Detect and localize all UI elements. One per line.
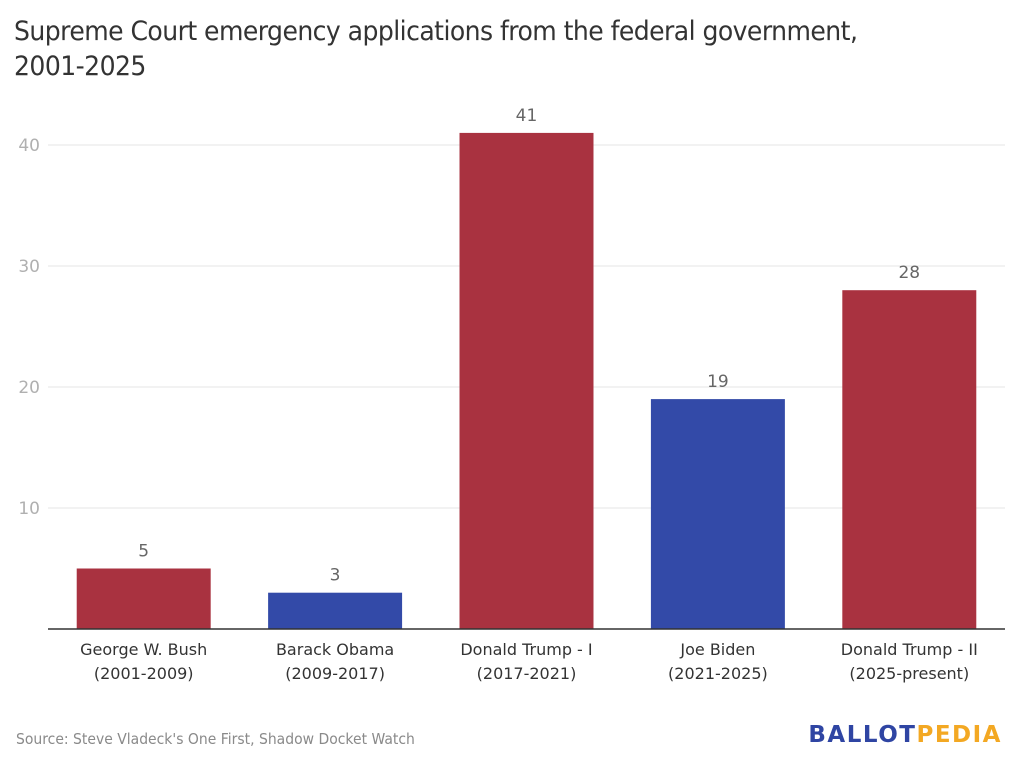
bar-0 xyxy=(76,568,211,629)
x-tick-label-years: (2001-2009) xyxy=(94,664,194,683)
chart-title-line-2: 2001-2025 xyxy=(14,51,146,82)
x-tick-label-name: Barack Obama xyxy=(276,640,394,659)
x-tick-label-years: (2021-2025) xyxy=(668,664,768,683)
y-tick-label: 30 xyxy=(18,257,40,277)
chart-title: Supreme Court emergency applications fro… xyxy=(14,14,944,84)
data-label: 28 xyxy=(898,263,920,283)
data-label: 19 xyxy=(707,372,729,392)
bar-4 xyxy=(842,290,977,629)
data-label: 5 xyxy=(138,542,149,562)
y-tick-label: 10 xyxy=(18,499,40,519)
data-label: 3 xyxy=(330,566,341,586)
x-tick-label-name: Donald Trump - II xyxy=(841,640,978,659)
ballotpedia-logo: BALLOTPEDIA xyxy=(808,722,1002,748)
logo-ballot: BALLOT xyxy=(808,722,917,748)
bars xyxy=(76,132,977,629)
x-tick-label-name: Joe Biden xyxy=(679,640,755,659)
y-tick-label: 20 xyxy=(18,378,40,398)
x-tick-label-years: (2017-2021) xyxy=(477,664,577,683)
logo-pedia: PEDIA xyxy=(916,722,1002,748)
bar-chart: 10 20 30 40 5 3 41 19 28 George W. Bush (2001-20… xyxy=(18,106,1005,683)
x-tick-label-name: George W. Bush xyxy=(80,640,207,659)
bar-1 xyxy=(268,592,403,629)
x-axis: George W. Bush (2001-2009) Barack Obama (20… xyxy=(80,640,978,683)
bar-2 xyxy=(459,132,594,629)
source-note: Source: Steve Vladeck's One First, Shado… xyxy=(16,730,415,748)
y-axis: 10 20 30 40 xyxy=(18,136,40,519)
data-labels: 5 3 41 19 28 xyxy=(138,106,920,586)
chart-title-line-1: Supreme Court emergency applications fro… xyxy=(14,16,858,47)
y-tick-label: 40 xyxy=(18,136,40,156)
bar-3 xyxy=(650,399,785,629)
x-tick-label-name: Donald Trump - I xyxy=(460,640,592,659)
x-tick-label-years: (2025-present) xyxy=(849,664,969,683)
data-label: 41 xyxy=(516,106,538,126)
x-tick-label-years: (2009-2017) xyxy=(285,664,385,683)
